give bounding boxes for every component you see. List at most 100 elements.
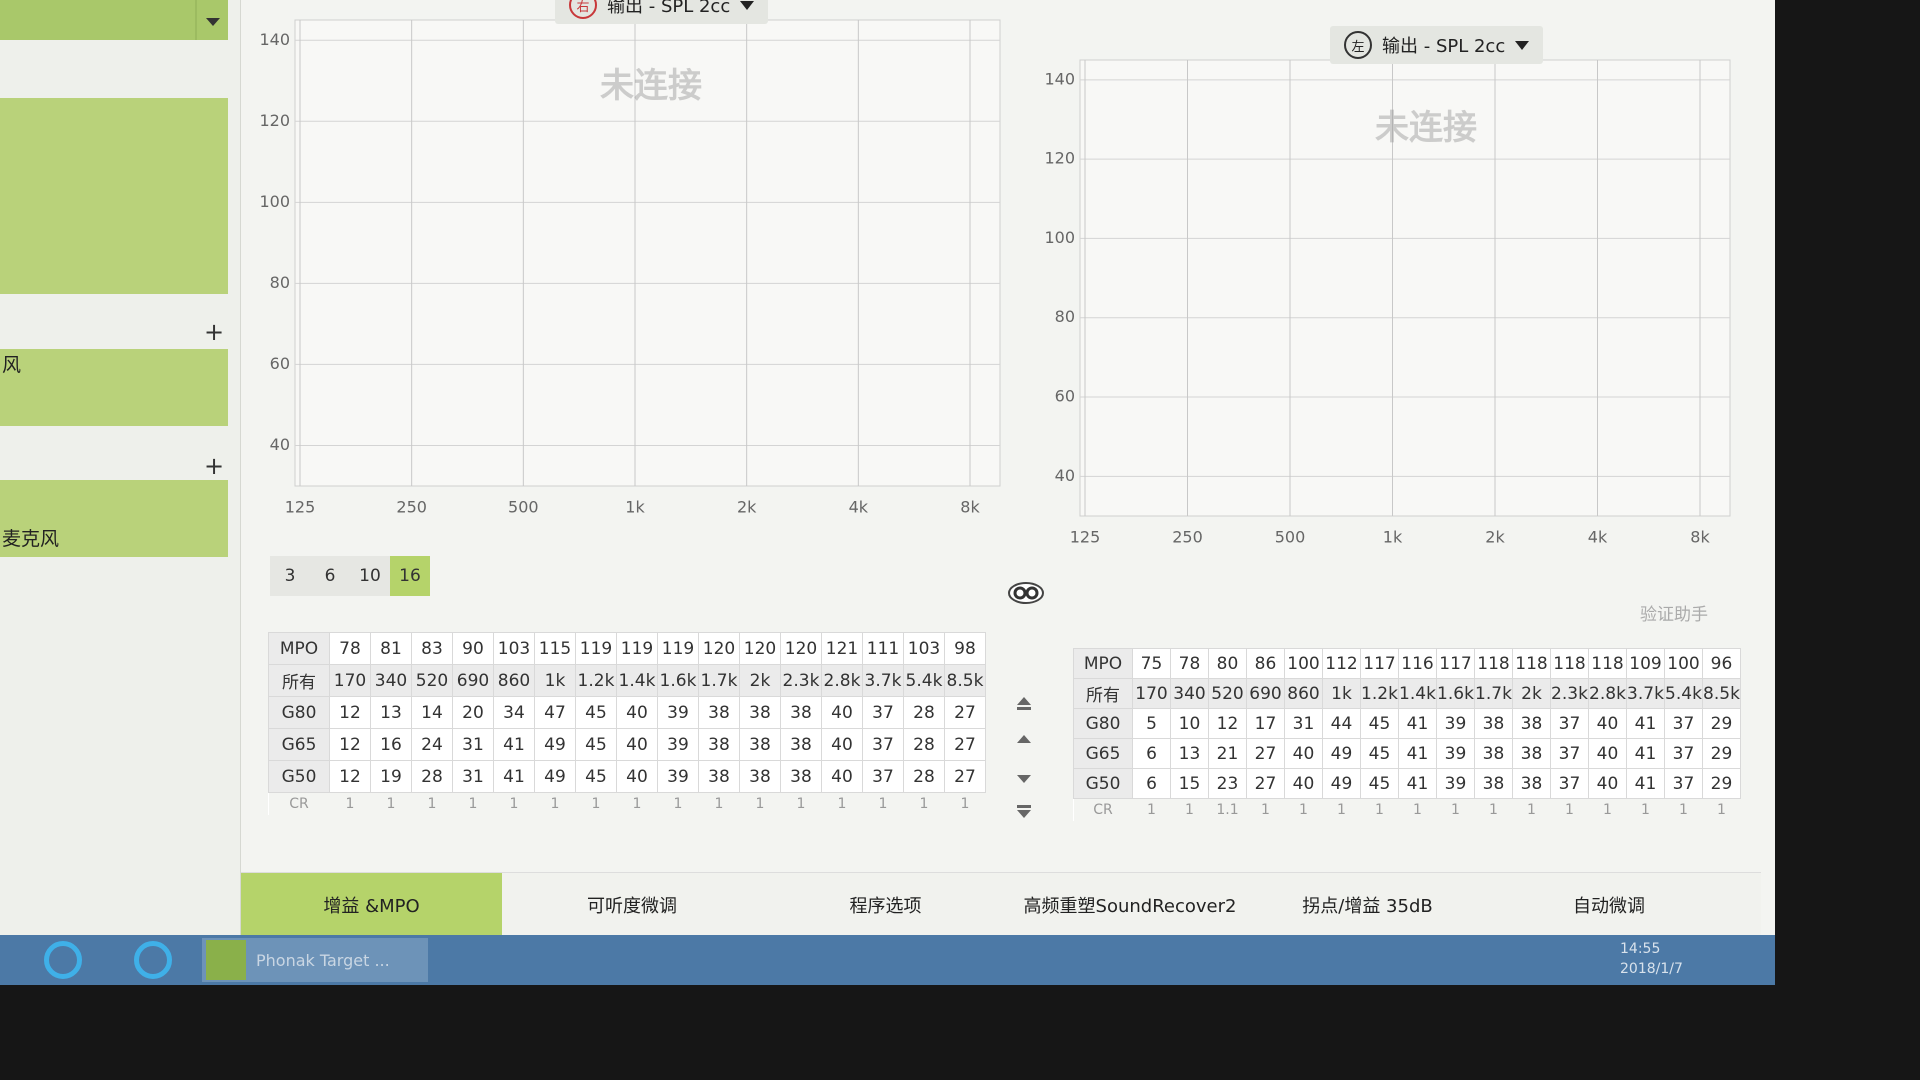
dropdown-arrow xyxy=(740,0,755,10)
y-tick-label: 120 xyxy=(1044,149,1075,168)
table-cell: 96 xyxy=(1702,648,1741,679)
table-cell: 103 xyxy=(493,632,535,665)
table-cell: 39 xyxy=(1436,768,1475,799)
tab[interactable]: 自动微调 xyxy=(1573,895,1645,917)
table-cell: 38 xyxy=(698,696,740,729)
table-cell: 78 xyxy=(1170,648,1209,679)
table-cell: 3.7k xyxy=(862,664,904,697)
table-cell: 1 xyxy=(1550,798,1589,821)
table-cell: 41 xyxy=(1626,708,1665,739)
table-cell: 41 xyxy=(1398,738,1437,769)
table-cell: 1 xyxy=(1588,798,1627,821)
chart-panel: 40 60 80 100 120 140 125 250 500 1k 2k 4k 8k 未连接 左 输… xyxy=(1040,26,1760,570)
table-cell: 1 xyxy=(944,792,986,815)
table-cell: 38 xyxy=(698,760,740,793)
table-cell: 39 xyxy=(657,696,699,729)
table-cell: 29 xyxy=(1702,738,1741,769)
task-button[interactable]: Phonak Target ... xyxy=(202,938,428,982)
channel-button[interactable]: 16 xyxy=(390,556,430,596)
table-cell: 103 xyxy=(903,632,945,665)
y-tick-label: 140 xyxy=(1044,69,1075,88)
table-cell: 45 xyxy=(1360,708,1399,739)
table-cell: 38 xyxy=(739,728,781,761)
table-cell: 28 xyxy=(903,760,945,793)
table-cell: 1.6k xyxy=(1436,678,1475,709)
table-cell: 2.3k xyxy=(780,664,822,697)
channel-button[interactable]: 6 xyxy=(324,566,336,586)
table-cell: 1 xyxy=(1360,798,1399,821)
tab[interactable]: 高频重塑SoundRecover2 xyxy=(1023,895,1237,917)
x-tick-label: 1k xyxy=(1383,528,1403,547)
table-cell: 31 xyxy=(1284,708,1323,739)
x-tick-label: 250 xyxy=(396,498,427,517)
table-cell: 1 xyxy=(862,792,904,815)
table-cell: 1 xyxy=(903,792,945,815)
y-tick-label: 100 xyxy=(1044,228,1075,247)
table-cell: 40 xyxy=(821,696,863,729)
table-cell: 2k xyxy=(739,664,781,697)
table-cell: 1k xyxy=(1322,678,1361,709)
table-cell: 2.8k xyxy=(1588,678,1627,709)
sidebar-item[interactable]: 风 xyxy=(2,354,22,376)
table-cell: 1 xyxy=(370,792,412,815)
output-dropdown[interactable]: 右 输出 - SPL 2cc xyxy=(555,0,769,24)
browser-icon[interactable] xyxy=(44,941,82,979)
table-cell: 1.4k xyxy=(1398,678,1437,709)
table-cell: 13 xyxy=(1170,738,1209,769)
table-cell: 100 xyxy=(1284,648,1323,679)
chart: 40 60 80 100 120 140 125 250 500 1k 2k 4k 8k xyxy=(259,19,1001,517)
channel-button[interactable]: 3 xyxy=(284,566,296,586)
table-cell: 2k xyxy=(1512,678,1551,709)
table-cell: 40 xyxy=(1588,738,1627,769)
table-cell: 14 xyxy=(411,696,453,729)
link-icon[interactable] xyxy=(1005,578,1047,608)
app-name: Phonak Target ... xyxy=(256,950,390,970)
plot-area xyxy=(294,19,1001,487)
tab[interactable]: 拐点/增益 35dB xyxy=(1302,895,1433,917)
y-tick-label: 40 xyxy=(1055,466,1075,485)
output-dropdown[interactable]: 左 输出 - SPL 2cc xyxy=(1330,26,1544,64)
table-cell: 340 xyxy=(1170,678,1209,709)
screen: + 风 + 麦克风 40 60 80 100 120 140 125 250 500 1k 2k 4k… xyxy=(0,0,1775,985)
profile-dropdown[interactable] xyxy=(0,0,228,40)
x-tick-label: 500 xyxy=(508,498,539,517)
table-cell: 1.2k xyxy=(575,664,617,697)
table-cell: 118 xyxy=(1474,648,1513,679)
table-cell: 117 xyxy=(1360,648,1399,679)
table-cell: 40 xyxy=(1588,708,1627,739)
y-tick-label: 80 xyxy=(270,273,290,292)
table-cell: 40 xyxy=(1284,768,1323,799)
table-cell: 41 xyxy=(1398,768,1437,799)
table-cell: 41 xyxy=(1626,768,1665,799)
tab[interactable]: 增益 &MPO xyxy=(241,873,502,936)
watermark: 未连接 xyxy=(1375,108,1477,148)
table-cell: 38 xyxy=(1474,768,1513,799)
add-icon[interactable]: + xyxy=(204,318,225,346)
table-cell: 40 xyxy=(616,696,658,729)
add-icon[interactable]: + xyxy=(204,452,225,480)
table-cell: 120 xyxy=(698,632,740,665)
table-cell: 90 xyxy=(452,632,494,665)
table-row: G80 12 13 14 20 34 47 45 40 39 38 38 38 40 37 28 27 xyxy=(268,696,986,729)
watermark: 未连接 xyxy=(600,66,702,106)
table-cell: 49 xyxy=(1322,738,1361,769)
table-row: G80 5 10 12 17 31 44 45 41 39 38 38 37 40 41 37 29 xyxy=(1073,708,1741,739)
table-row: 所有 170 340 520 690 860 1k 1.2k 1.4k 1.6k 1.7k 2k 2.3… xyxy=(1073,678,1741,709)
browser-icon[interactable] xyxy=(134,941,172,979)
table-cell: 49 xyxy=(534,760,576,793)
gain-table: MPO 78 81 83 90 103 115 119 119 119 120 120 120 121 11… xyxy=(268,632,986,815)
tab[interactable]: 程序选项 xyxy=(849,895,922,917)
table-cell: 28 xyxy=(411,760,453,793)
table-cell: 1 xyxy=(616,792,658,815)
sidebar-item[interactable]: 麦克风 xyxy=(2,528,60,550)
row-header: 所有 xyxy=(268,664,330,697)
verify-link[interactable]: 验证助手 xyxy=(1640,605,1708,625)
table-cell: 119 xyxy=(657,632,699,665)
table-cell: 39 xyxy=(657,760,699,793)
step-buttons[interactable] xyxy=(1010,695,1038,825)
table-cell: 1 xyxy=(657,792,699,815)
tab[interactable]: 可听度微调 xyxy=(587,895,677,917)
table-cell: 118 xyxy=(1550,648,1589,679)
table-cell: 21 xyxy=(1208,738,1247,769)
channel-button[interactable]: 10 xyxy=(359,566,381,586)
